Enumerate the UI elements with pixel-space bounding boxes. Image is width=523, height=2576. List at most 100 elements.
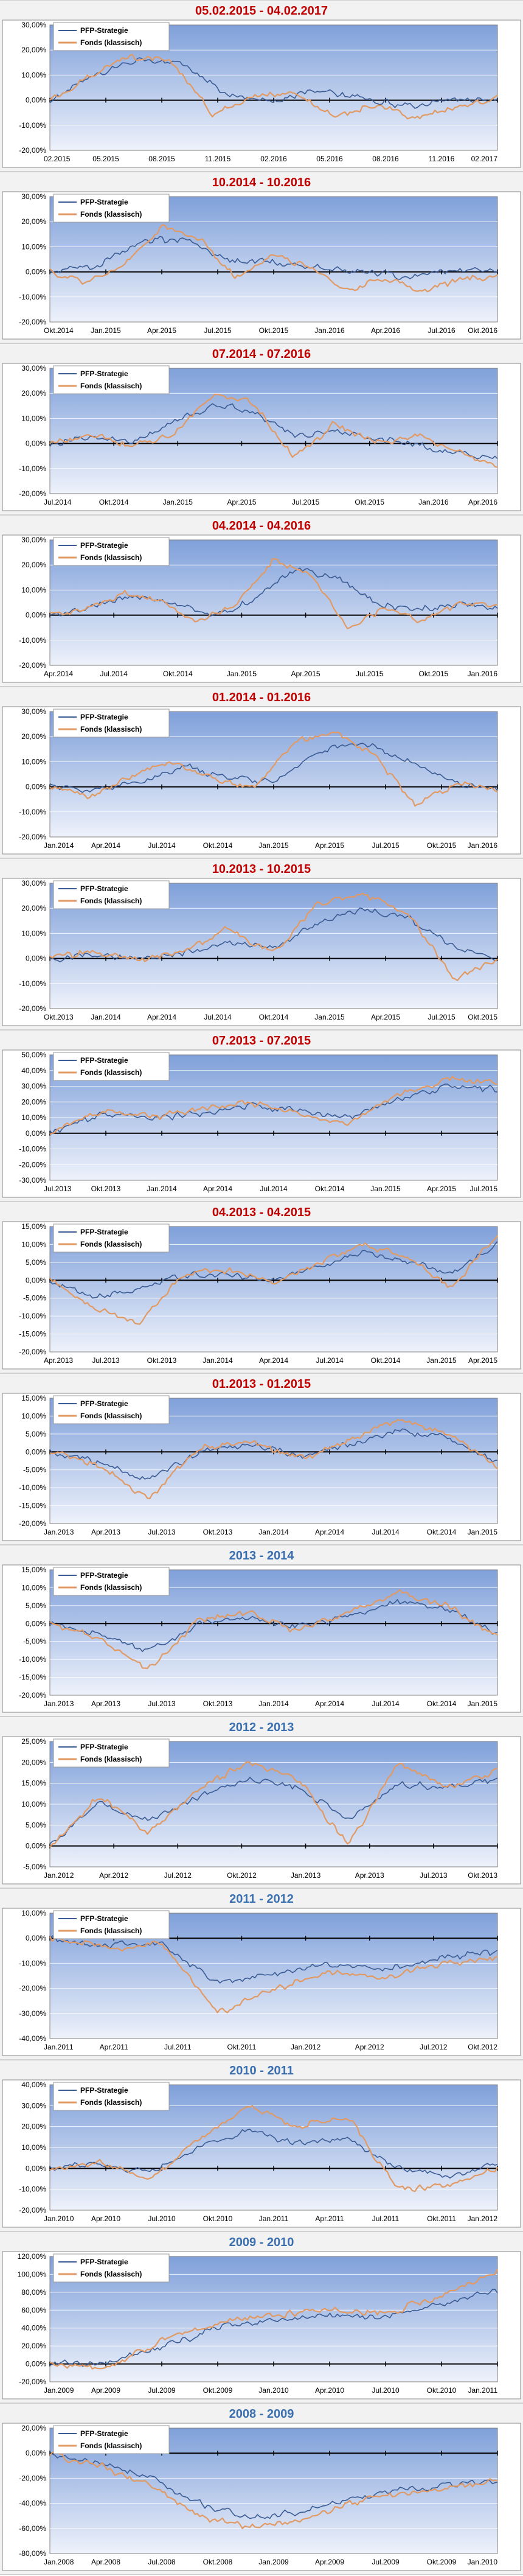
y-tick-label: -20,00% bbox=[19, 318, 46, 326]
y-tick-label: 20,00% bbox=[21, 1097, 46, 1106]
legend-label: Fonds (klassisch) bbox=[80, 210, 142, 219]
legend-label: Fonds (klassisch) bbox=[80, 1583, 142, 1592]
legend-label: Fonds (klassisch) bbox=[80, 725, 142, 733]
chart-svg: -20,00% -10,00% 0,00% 10,00% 20,00% 30,00% Jul… bbox=[2, 363, 521, 511]
x-tick-label: Apr.2016 bbox=[371, 326, 400, 335]
chart-panel: 2010 - 2011 -20,00% -10,00% 0,00% 10,00% 20,0… bbox=[0, 2060, 523, 2231]
y-tick-label: -15,00% bbox=[19, 1673, 46, 1682]
x-tick-label: Jan.2009 bbox=[44, 2386, 74, 2395]
chart-panel: 10.2013 - 10.2015 -20,00% -10,00% 0,00% 10,0… bbox=[0, 858, 523, 1030]
x-tick-label: Apr.2011 bbox=[100, 2043, 128, 2051]
y-tick-label: 0,00% bbox=[26, 783, 46, 791]
series-line-pfp bbox=[49, 2289, 498, 2367]
y-tick-label: -40,00% bbox=[19, 2034, 46, 2043]
series-line-pfp bbox=[49, 236, 498, 280]
legend-label: PFP-Strategie bbox=[80, 26, 128, 35]
x-tick-label: Jan.2015 bbox=[227, 670, 257, 678]
series-line-pfp bbox=[49, 57, 498, 109]
chart-title: 10.2013 - 10.2015 bbox=[212, 863, 311, 876]
y-tick-label: 0,00% bbox=[26, 1129, 46, 1138]
chart-title: 01.2014 - 01.2016 bbox=[212, 691, 311, 704]
y-tick-label: -10,00% bbox=[19, 636, 46, 645]
x-tick-label: 08.2016 bbox=[372, 155, 399, 163]
chart-panel: 01.2014 - 01.2016 -20,00% -10,00% 0,00% 10,0… bbox=[0, 687, 523, 858]
legend-box bbox=[53, 709, 170, 738]
x-tick-label: Apr.2016 bbox=[468, 498, 497, 506]
legend: PFP-Strategie Fonds (klassisch) bbox=[53, 365, 170, 394]
y-tick-label: 10,00% bbox=[21, 242, 46, 251]
x-tick-label: Apr.2012 bbox=[99, 1871, 128, 1880]
legend: PFP-Strategie Fonds (klassisch) bbox=[53, 1052, 170, 1081]
y-tick-label: 80,00% bbox=[21, 2288, 46, 2297]
chart-panel: 2012 - 2013 -5,00% 0,00% 5,00% 10,00% 15,00% 2… bbox=[0, 1717, 523, 1888]
y-tick-label: -10,00% bbox=[19, 293, 46, 301]
x-tick-label: Jan.2014 bbox=[147, 1185, 177, 1193]
x-tick-label: Jul.2015 bbox=[356, 670, 384, 678]
x-tick-label: Okt.2012 bbox=[227, 1871, 257, 1880]
y-tick-label: -30,00% bbox=[19, 2009, 46, 2018]
legend-label: PFP-Strategie bbox=[80, 1743, 128, 1751]
legend: PFP-Strategie Fonds (klassisch) bbox=[53, 1395, 170, 1424]
chart-title: 07.2014 - 07.2016 bbox=[212, 348, 311, 361]
y-tick-label: 0,00% bbox=[26, 96, 46, 105]
x-tick-label: Apr.2014 bbox=[203, 1185, 232, 1193]
x-tick-label: Apr.2015 bbox=[291, 670, 320, 678]
x-tick-label: Okt.2014 bbox=[427, 1699, 457, 1708]
x-tick-label: Jul.2015 bbox=[292, 498, 320, 506]
y-tick-label: 0,00% bbox=[26, 1447, 46, 1456]
x-tick-label: Jul.2014 bbox=[372, 1699, 400, 1708]
x-tick-label: Jul.2014 bbox=[316, 1356, 344, 1365]
y-tick-label: 10,00% bbox=[21, 1583, 46, 1592]
legend: PFP-Strategie Fonds (klassisch) bbox=[53, 2425, 170, 2454]
series-line-pfp bbox=[49, 403, 498, 460]
x-tick-label: Okt.2014 bbox=[315, 1185, 345, 1193]
legend-label: Fonds (klassisch) bbox=[80, 38, 142, 47]
legend-label: Fonds (klassisch) bbox=[80, 897, 142, 905]
y-tick-label: 30,00% bbox=[21, 192, 46, 201]
y-tick-label: 20,00% bbox=[21, 2123, 46, 2131]
y-tick-label: 10,00% bbox=[21, 929, 46, 937]
x-tick-label: Okt.2014 bbox=[203, 841, 233, 850]
x-tick-label: Jul.2009 bbox=[148, 2386, 176, 2395]
y-tick-label: 10,00% bbox=[21, 1240, 46, 1248]
y-tick-label: -20,00% bbox=[19, 1984, 46, 1993]
x-tick-label: Apr.2015 bbox=[427, 1185, 456, 1193]
x-tick-label: Jul.2014 bbox=[204, 1013, 232, 1021]
legend: PFP-Strategie Fonds (klassisch) bbox=[53, 1738, 170, 1768]
x-tick-label: Okt.2015 bbox=[419, 670, 449, 678]
x-tick-label: Jan.2015 bbox=[426, 1356, 457, 1365]
y-tick-label: -20,00% bbox=[19, 1519, 46, 1528]
legend-label: Fonds (klassisch) bbox=[80, 2270, 142, 2278]
y-tick-label: -20,00% bbox=[19, 2474, 46, 2482]
x-tick-label: Okt.2013 bbox=[203, 1699, 233, 1708]
x-tick-label: Jul.2015 bbox=[470, 1185, 498, 1193]
x-tick-label: Jul.2015 bbox=[428, 1013, 455, 1021]
series-line-fonds bbox=[49, 1936, 498, 2014]
chart-svg: -20,00% -15,00% -10,00% -5,00% 0,00% 5,00% 10,… bbox=[2, 1221, 521, 1370]
x-tick-label: Jul.2011 bbox=[372, 2214, 400, 2223]
y-tick-label: 100,00% bbox=[18, 2270, 47, 2278]
y-tick-label: 40,00% bbox=[21, 1066, 46, 1075]
x-tick-label: Jan.2011 bbox=[44, 2043, 74, 2051]
x-tick-label: Apr.2014 bbox=[315, 1528, 344, 1536]
legend: PFP-Strategie Fonds (klassisch) bbox=[53, 2253, 170, 2283]
y-tick-label: -10,00% bbox=[19, 1145, 46, 1153]
legend: PFP-Strategie Fonds (klassisch) bbox=[53, 880, 170, 909]
y-tick-label: 5,00% bbox=[26, 1821, 46, 1829]
x-tick-label: Apr.2009 bbox=[315, 2558, 344, 2566]
series-line-fonds bbox=[49, 2269, 498, 2370]
x-tick-label: Jul.2015 bbox=[204, 326, 232, 335]
legend-label: Fonds (klassisch) bbox=[80, 1240, 142, 1248]
legend: PFP-Strategie Fonds (klassisch) bbox=[53, 1910, 170, 1939]
chart-title: 2008 - 2009 bbox=[229, 2407, 294, 2421]
y-tick-label: 120,00% bbox=[18, 2252, 47, 2261]
legend-label: PFP-Strategie bbox=[80, 198, 128, 206]
legend-label: Fonds (klassisch) bbox=[80, 2441, 142, 2450]
y-tick-label: -10,00% bbox=[19, 1959, 46, 1967]
series-line-pfp bbox=[49, 1935, 498, 1984]
y-tick-label: 10,00% bbox=[21, 71, 46, 79]
y-tick-label: 15,00% bbox=[21, 1566, 46, 1574]
legend-label: PFP-Strategie bbox=[80, 2258, 128, 2266]
x-tick-label: Jul.2015 bbox=[372, 841, 400, 850]
y-tick-label: 25,00% bbox=[21, 1737, 46, 1746]
